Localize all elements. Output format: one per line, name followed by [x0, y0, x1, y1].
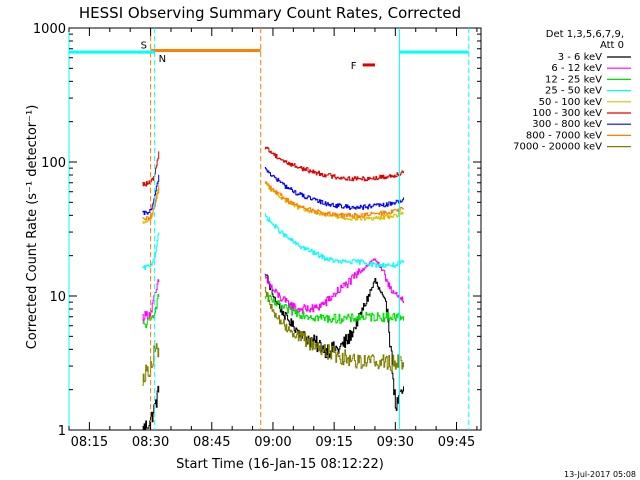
series-line-7-seg-1 [264, 181, 404, 219]
x-tick-label: 09:15 [315, 435, 352, 450]
y-tick-label: 1 [58, 424, 66, 439]
y-tick-label: 100 [41, 156, 66, 171]
flare-label: F [351, 61, 357, 72]
x-tick-label: 09:00 [254, 435, 291, 450]
series-line-0-seg-1 [264, 273, 404, 411]
plot-frame [68, 27, 482, 431]
series-line-3-seg-1 [264, 213, 404, 268]
legend-entry-label: 12 - 25 keV [545, 74, 602, 85]
series-line-5-seg-1 [264, 146, 404, 182]
x-axis-ticks: 08:15 08:30 08:45 09:00 09:15 09:30 09:45 [68, 28, 478, 450]
x-tick-label: 08:45 [193, 435, 230, 450]
series-line-8-seg-0 [142, 343, 160, 386]
chart-title: HESSI Observing Summary Count Rates, Cor… [79, 4, 461, 22]
legend-entry-label: 25 - 50 keV [545, 86, 602, 97]
x-tick-label: 09:30 [377, 435, 414, 450]
legend-entry-label: 6 - 12 keV [551, 63, 602, 74]
legend-entry-label: 100 - 300 keV [532, 108, 602, 119]
x-tick-label: 08:30 [132, 435, 169, 450]
night-label: N [159, 54, 166, 65]
footer-date-stamp: 13-Jul-2017 05:08 [564, 470, 636, 479]
series-line-4-seg-1 [264, 182, 404, 221]
y-axis-label: Corrected Count Rate (s⁻¹ detector⁻¹) [25, 105, 40, 350]
plot-area: S N F [68, 27, 482, 431]
x-axis-label: Start Time (16-Jan-15 08:12:22) [176, 457, 384, 472]
legend-header: Att 0 [600, 40, 624, 51]
x-tick-label: 09:45 [438, 435, 475, 450]
legend-entry-label: 300 - 800 keV [532, 119, 602, 130]
series-line-6-seg-0 [142, 174, 160, 215]
series-line-6-seg-1 [264, 167, 404, 210]
series-line-2-seg-1 [264, 294, 404, 324]
legend-entry-label: 3 - 6 keV [558, 52, 602, 63]
legend-entry-label: 50 - 100 keV [539, 97, 603, 108]
series-line-1-seg-1 [264, 258, 404, 314]
legend-entry-label: 7000 - 20000 keV [513, 142, 602, 153]
legend-entry-label: 800 - 7000 keV [526, 130, 602, 141]
y-axis-ticks: 1 10 100 1000 [33, 22, 481, 439]
saa-label: S [141, 40, 147, 51]
y-tick-label: 10 [49, 290, 66, 305]
series-line-8-seg-1 [264, 287, 404, 372]
legend-header: Det 1,3,5,6,7,9, [546, 29, 624, 40]
x-tick-label: 08:15 [71, 435, 108, 450]
y-tick-label: 1000 [33, 22, 66, 37]
